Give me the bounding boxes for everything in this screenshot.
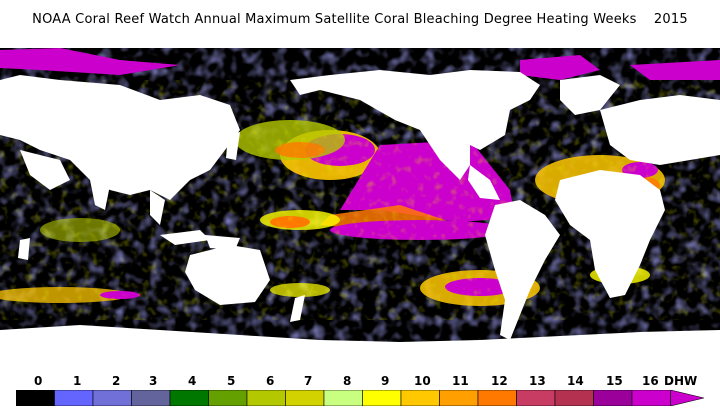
legend-swatch-12 [477,390,517,406]
legend-label-2: 2 [112,374,121,388]
legend-swatches [16,390,704,406]
legend-swatch-5 [208,390,248,406]
legend-label-3: 3 [149,374,158,388]
legend-swatch-0 [16,390,55,406]
legend-swatch-1 [54,390,94,406]
legend-swatch-16 [631,390,671,406]
legend-label-1: 1 [73,374,82,388]
legend-label-13: 13 [529,374,546,388]
legend-unit: DHW [664,374,698,388]
legend-swatch-2 [92,390,132,406]
legend-swatch-15 [593,390,633,406]
legend-swatch-14 [554,390,594,406]
legend-swatch-4 [169,390,209,406]
legend-swatch-7 [285,390,325,406]
legend-colorbar [16,390,704,406]
legend-swatch-9 [362,390,402,406]
legend-label-0: 0 [34,374,43,388]
legend-swatch-6 [246,390,286,406]
legend-label-16: 16 [642,374,659,388]
legend-label-7: 7 [304,374,313,388]
legend-labels: 0 1 2 3 4 5 6 7 8 9 10 11 12 13 14 15 16… [0,374,720,390]
legend-label-14: 14 [567,374,584,388]
legend-label-15: 15 [606,374,623,388]
legend-label-4: 4 [188,374,197,388]
legend-label-5: 5 [227,374,236,388]
legend-label-6: 6 [266,374,275,388]
legend-swatch-8 [323,390,363,406]
legend-label-10: 10 [414,374,431,388]
legend-swatch-11 [439,390,479,406]
legend-arrow [670,390,704,406]
legend-label-9: 9 [381,374,390,388]
land-masses [0,40,720,362]
legend-swatch-13 [516,390,556,406]
map-title: NOAA Coral Reef Watch Annual Maximum Sat… [32,12,688,27]
global-dhw-map [0,40,720,362]
legend-label-12: 12 [491,374,508,388]
legend-swatch-10 [400,390,440,406]
legend-label-8: 8 [343,374,352,388]
legend-label-11: 11 [452,374,469,388]
legend-swatch-3 [131,390,171,406]
